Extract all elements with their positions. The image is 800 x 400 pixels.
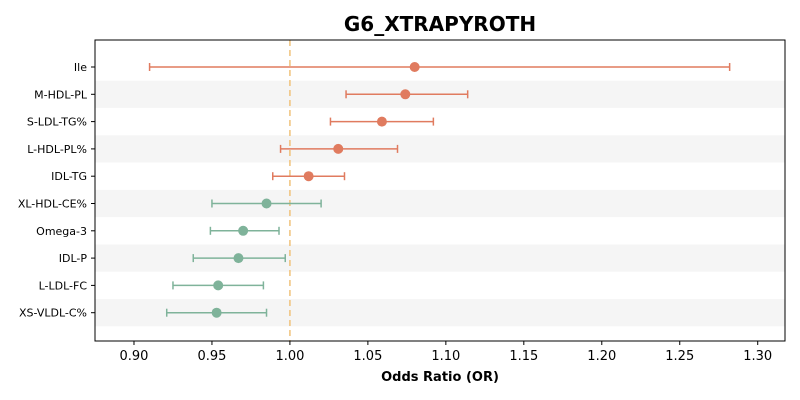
- y-tick-label: S-LDL-TG%: [27, 116, 87, 129]
- odds-ratio-point: [376, 116, 387, 127]
- odds-ratio-point: [213, 280, 224, 291]
- forest-row: [329, 116, 435, 127]
- forest-row: [279, 143, 399, 154]
- forest-row: [209, 225, 280, 236]
- y-tick-label: IDL-P: [59, 252, 88, 265]
- odds-ratio-point: [303, 171, 314, 182]
- x-tick-label: 1.00: [275, 349, 304, 364]
- odds-ratio-point: [333, 143, 344, 154]
- forest-row: [172, 280, 265, 291]
- x-axis: 0.90 0.95 1.00 1.05 1.10 1.15 1.20 1.25 1.30: [120, 341, 772, 364]
- plot-frame: [94, 39, 786, 342]
- y-tick-label: Omega-3: [36, 225, 87, 238]
- odds-ratio-point: [238, 225, 249, 236]
- y-tick-label: M-HDL-PL: [34, 88, 88, 101]
- y-tick-label: L-LDL-FC: [39, 279, 88, 292]
- odds-ratio-point: [261, 198, 272, 209]
- x-tick-label: 1.30: [743, 349, 772, 364]
- x-tick-label: 1.15: [509, 349, 538, 364]
- y-tick-label: XS-VLDL-C%: [19, 307, 87, 320]
- x-tick-label: 1.05: [353, 349, 382, 364]
- forest-row: [148, 62, 731, 72]
- forest-row: [272, 171, 346, 182]
- y-tick-label: L-HDL-PL%: [27, 143, 87, 156]
- odds-ratio-point: [211, 307, 222, 318]
- x-tick-label: 1.20: [587, 349, 616, 364]
- row-bands: [95, 80, 785, 327]
- y-axis: Ile M-HDL-PL S-LDL-TG% L-HDL-PL% IDL-TG XL-HD…: [18, 61, 95, 320]
- row-band: [95, 189, 785, 218]
- chart-title: G6_XTRAPYROTH: [344, 12, 536, 36]
- odds-ratio-point: [400, 89, 411, 100]
- x-axis-label: Odds Ratio (OR): [381, 370, 499, 385]
- forest-row: [192, 253, 286, 264]
- forest-row: [345, 89, 469, 100]
- forest-row: [211, 198, 322, 209]
- y-tick-label: Ile: [74, 61, 87, 74]
- forest-row: [165, 307, 268, 318]
- x-tick-label: 1.10: [431, 349, 460, 364]
- row-band: [95, 135, 785, 163]
- odds-ratio-point: [233, 253, 244, 264]
- y-tick-label: XL-HDL-CE%: [18, 198, 87, 211]
- odds-ratio-point: [409, 62, 420, 72]
- x-tick-label: 0.95: [197, 349, 226, 364]
- x-tick-label: 1.25: [665, 349, 694, 364]
- data-marks: [148, 62, 731, 318]
- x-tick-label: 0.90: [120, 349, 149, 364]
- y-tick-label: IDL-TG: [51, 170, 87, 183]
